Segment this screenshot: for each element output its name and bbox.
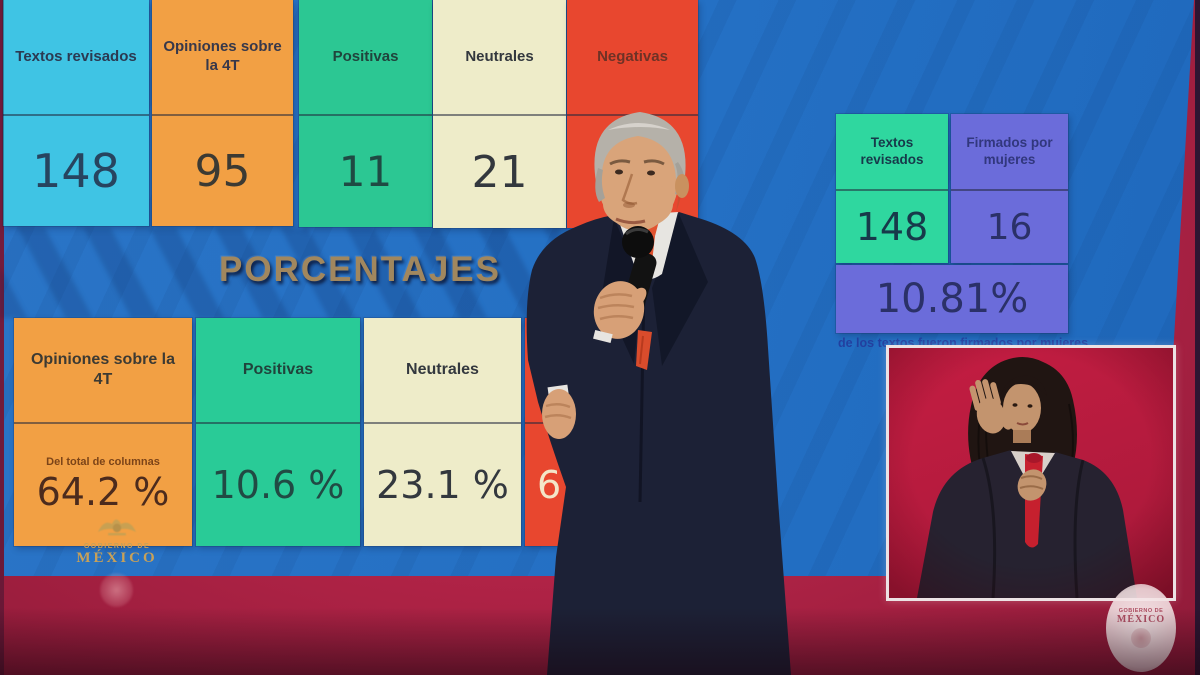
logo-line2: MÉXICO — [76, 550, 158, 566]
summary-value: 21 — [433, 114, 566, 228]
summary-col-positivas: Positivas 11 — [299, 0, 432, 227]
pct-col-negativas-partial: 6 — [525, 318, 675, 546]
seal-emblem — [100, 573, 133, 607]
summary-header: Neutrales — [465, 47, 534, 65]
pct-value: 23.1 % — [364, 422, 521, 546]
eagle-emblem-icon — [98, 519, 136, 536]
pct-value-partial: 6 — [525, 422, 675, 546]
pct-header: Neutrales — [406, 361, 479, 378]
summary-col-opiniones-4t: Opiniones sobre la 4T 95 — [152, 0, 293, 226]
summary-header: Positivas — [332, 47, 399, 65]
women-col-firmados-mujeres: Firmados por mujeres 16 — [951, 114, 1068, 263]
gobierno-mexico-watermark: GOBIERNO DE MÉXICO — [1106, 584, 1176, 672]
summary-col-neutrales: Neutrales 21 — [433, 0, 566, 228]
summary-col-textos-revisados: Textos revisados 148 — [3, 0, 149, 226]
pct-col-opiniones-4t: Opiniones sobre la 4T Del total de colum… — [14, 318, 192, 546]
watermark-line2: MÉXICO — [1116, 614, 1166, 625]
women-value: 16 — [951, 189, 1068, 263]
summary-value: 95 — [152, 114, 293, 226]
women-header: Firmados por mujeres — [966, 134, 1053, 167]
summary-value-hidden — [567, 114, 698, 228]
pct-value: 10.6 % — [196, 422, 360, 546]
frame-edge-right — [1195, 0, 1200, 675]
pct-header-hidden — [525, 318, 675, 422]
gobierno-mexico-logo: GOBIERNO DE MÉXICO — [62, 513, 172, 567]
women-header: Textos revisados — [860, 134, 924, 167]
sign-language-interpreter-box — [886, 345, 1176, 601]
porcentajes-title: PORCENTAJES — [219, 250, 501, 289]
summary-value: 11 — [299, 114, 432, 227]
pct-col-positivas: Positivas 10.6 % — [196, 318, 360, 546]
summary-value: 148 — [3, 114, 149, 226]
frame-edge-left — [0, 0, 4, 675]
women-percent: 10.81% — [875, 276, 1029, 322]
watermark-emblem — [1131, 628, 1151, 648]
pct-header: Positivas — [242, 361, 314, 378]
pct-note: Del total de columnas — [46, 456, 160, 468]
summary-col-negativas: Negativas — [567, 0, 698, 228]
pct-header: Opiniones sobre la 4T — [30, 351, 176, 388]
interpreter-figure — [889, 348, 1173, 598]
women-percent-cell: 10.81% — [836, 265, 1068, 333]
summary-header: Negativas — [597, 47, 668, 65]
summary-header: Textos revisados — [15, 47, 137, 65]
pct-col-neutrales: Neutrales 23.1 % — [364, 318, 521, 546]
women-value: 148 — [836, 189, 948, 263]
summary-header: Opiniones sobre la 4T — [163, 38, 282, 74]
women-col-textos-revisados: Textos revisados 148 — [836, 114, 948, 263]
pct-value: 64.2 % — [36, 470, 170, 514]
logo-line1: GOBIERNO DE — [83, 543, 151, 550]
